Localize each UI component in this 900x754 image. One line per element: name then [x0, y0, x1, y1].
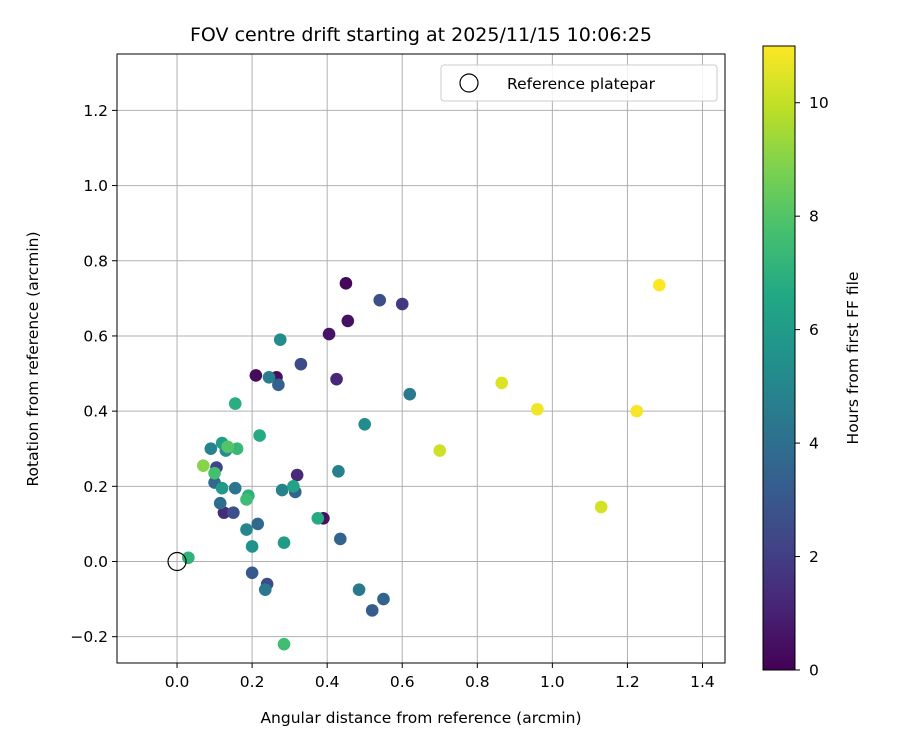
- legend-label-reference: Reference platepar: [507, 75, 656, 93]
- scatter-point: [215, 481, 229, 495]
- scatter-point: [221, 440, 235, 454]
- colorbar-frame: [762, 45, 796, 671]
- grid-lines: [117, 54, 725, 663]
- colorbar-ticks: 0 2 4 6 8 10: [795, 94, 829, 680]
- scatter-point: [495, 376, 508, 390]
- scatter-point: [197, 459, 210, 472]
- scatter-point: [433, 444, 447, 457]
- colorbar: 0 2 4 6 8 10 Hours from first FF file: [762, 45, 862, 680]
- colorbar-tick-label: 8: [809, 208, 819, 226]
- scatter-point: [240, 523, 253, 536]
- reference-point-marker: [167, 551, 187, 572]
- y-tick-label: 0.8: [83, 252, 108, 270]
- scatter-point: [273, 333, 287, 347]
- x-tick-label: 0.8: [465, 673, 490, 691]
- scatter-point: [630, 404, 644, 418]
- colorbar-tick-label: 10: [809, 94, 829, 112]
- y-tick-label: 0.0: [83, 553, 108, 571]
- scatter-point: [227, 506, 240, 519]
- legend-box: [440, 64, 718, 102]
- scatter-point: [230, 442, 244, 456]
- scatter-point: [277, 536, 291, 550]
- scatter-point: [334, 532, 347, 546]
- y-axis-label: Rotation from reference (arcmin): [24, 231, 42, 486]
- scatter-point: [253, 429, 266, 442]
- colorbar-gradient: [763, 46, 795, 670]
- chart-title: FOV centre drift starting at 2025/11/15 …: [190, 24, 652, 46]
- scatter-point: [275, 483, 289, 497]
- scatter-point: [272, 378, 285, 392]
- scatter-point: [204, 442, 218, 456]
- y-tick-label: 1.0: [83, 177, 108, 195]
- y-tick-label: 0.4: [83, 403, 108, 421]
- scatter-point: [277, 637, 291, 651]
- scatter-point: [249, 369, 263, 382]
- scatter-point: [262, 370, 276, 384]
- scatter-point: [365, 604, 379, 617]
- scatter-point: [311, 511, 325, 525]
- x-tick-label: 0.2: [240, 673, 265, 691]
- y-axis-ticks: −0.2 0.0 0.2 0.4 0.6 0.8 1.0 1.2: [70, 102, 117, 646]
- scatter-point: [531, 402, 544, 416]
- colorbar-tick-label: 4: [809, 435, 819, 453]
- scatter-point: [373, 293, 387, 307]
- scatter-point: [358, 417, 372, 431]
- scatter-point: [258, 583, 272, 596]
- scatter-point: [228, 397, 242, 410]
- scatter-point: [352, 583, 366, 596]
- legend-marker-reference: [459, 73, 479, 93]
- data-points: [167, 277, 666, 651]
- scatter-point: [294, 357, 308, 371]
- scatter-point: [403, 387, 417, 401]
- x-tick-label: 0.4: [315, 673, 340, 691]
- scatter-point: [330, 372, 343, 386]
- scatter-point: [322, 327, 336, 341]
- scatter-point: [228, 481, 242, 495]
- scatter-point: [341, 314, 355, 328]
- y-tick-label: 1.2: [83, 102, 108, 120]
- plot-frame: [116, 53, 726, 664]
- colorbar-tick-label: 0: [809, 662, 819, 680]
- scatter-point: [208, 466, 221, 480]
- y-tick-label: 0.6: [83, 327, 108, 345]
- scatter-point: [332, 464, 345, 478]
- scatter-point: [213, 496, 227, 510]
- x-tick-label: 1.0: [540, 673, 565, 691]
- scatter-point: [290, 468, 304, 482]
- scatter-point: [339, 277, 353, 290]
- x-tick-label: 0.0: [165, 673, 190, 691]
- x-tick-label: 1.2: [615, 673, 640, 691]
- x-axis-ticks: 0.0 0.2 0.4 0.6 0.8 1.0 1.2 1.4: [165, 663, 715, 691]
- scatter-point: [251, 517, 265, 531]
- scatter-point: [377, 592, 390, 606]
- scatter-point: [240, 493, 253, 506]
- colorbar-label: Hours from first FF file: [844, 272, 862, 445]
- x-tick-label: 1.4: [690, 673, 715, 691]
- scatter-point: [653, 278, 666, 292]
- legend: Reference platepar: [440, 64, 718, 102]
- x-tick-label: 0.6: [390, 673, 415, 691]
- x-axis-label: Angular distance from reference (arcmin): [260, 709, 581, 727]
- scatter-point: [594, 500, 608, 514]
- colorbar-tick-label: 6: [809, 321, 819, 339]
- scatter-point: [245, 540, 259, 553]
- y-tick-label: 0.2: [83, 478, 108, 496]
- y-tick-label: −0.2: [70, 628, 108, 646]
- scatter-point: [287, 480, 300, 493]
- scatter-point: [245, 566, 259, 580]
- scatter-point: [395, 297, 409, 311]
- scatter-point: [182, 551, 195, 565]
- colorbar-tick-label: 2: [809, 548, 819, 566]
